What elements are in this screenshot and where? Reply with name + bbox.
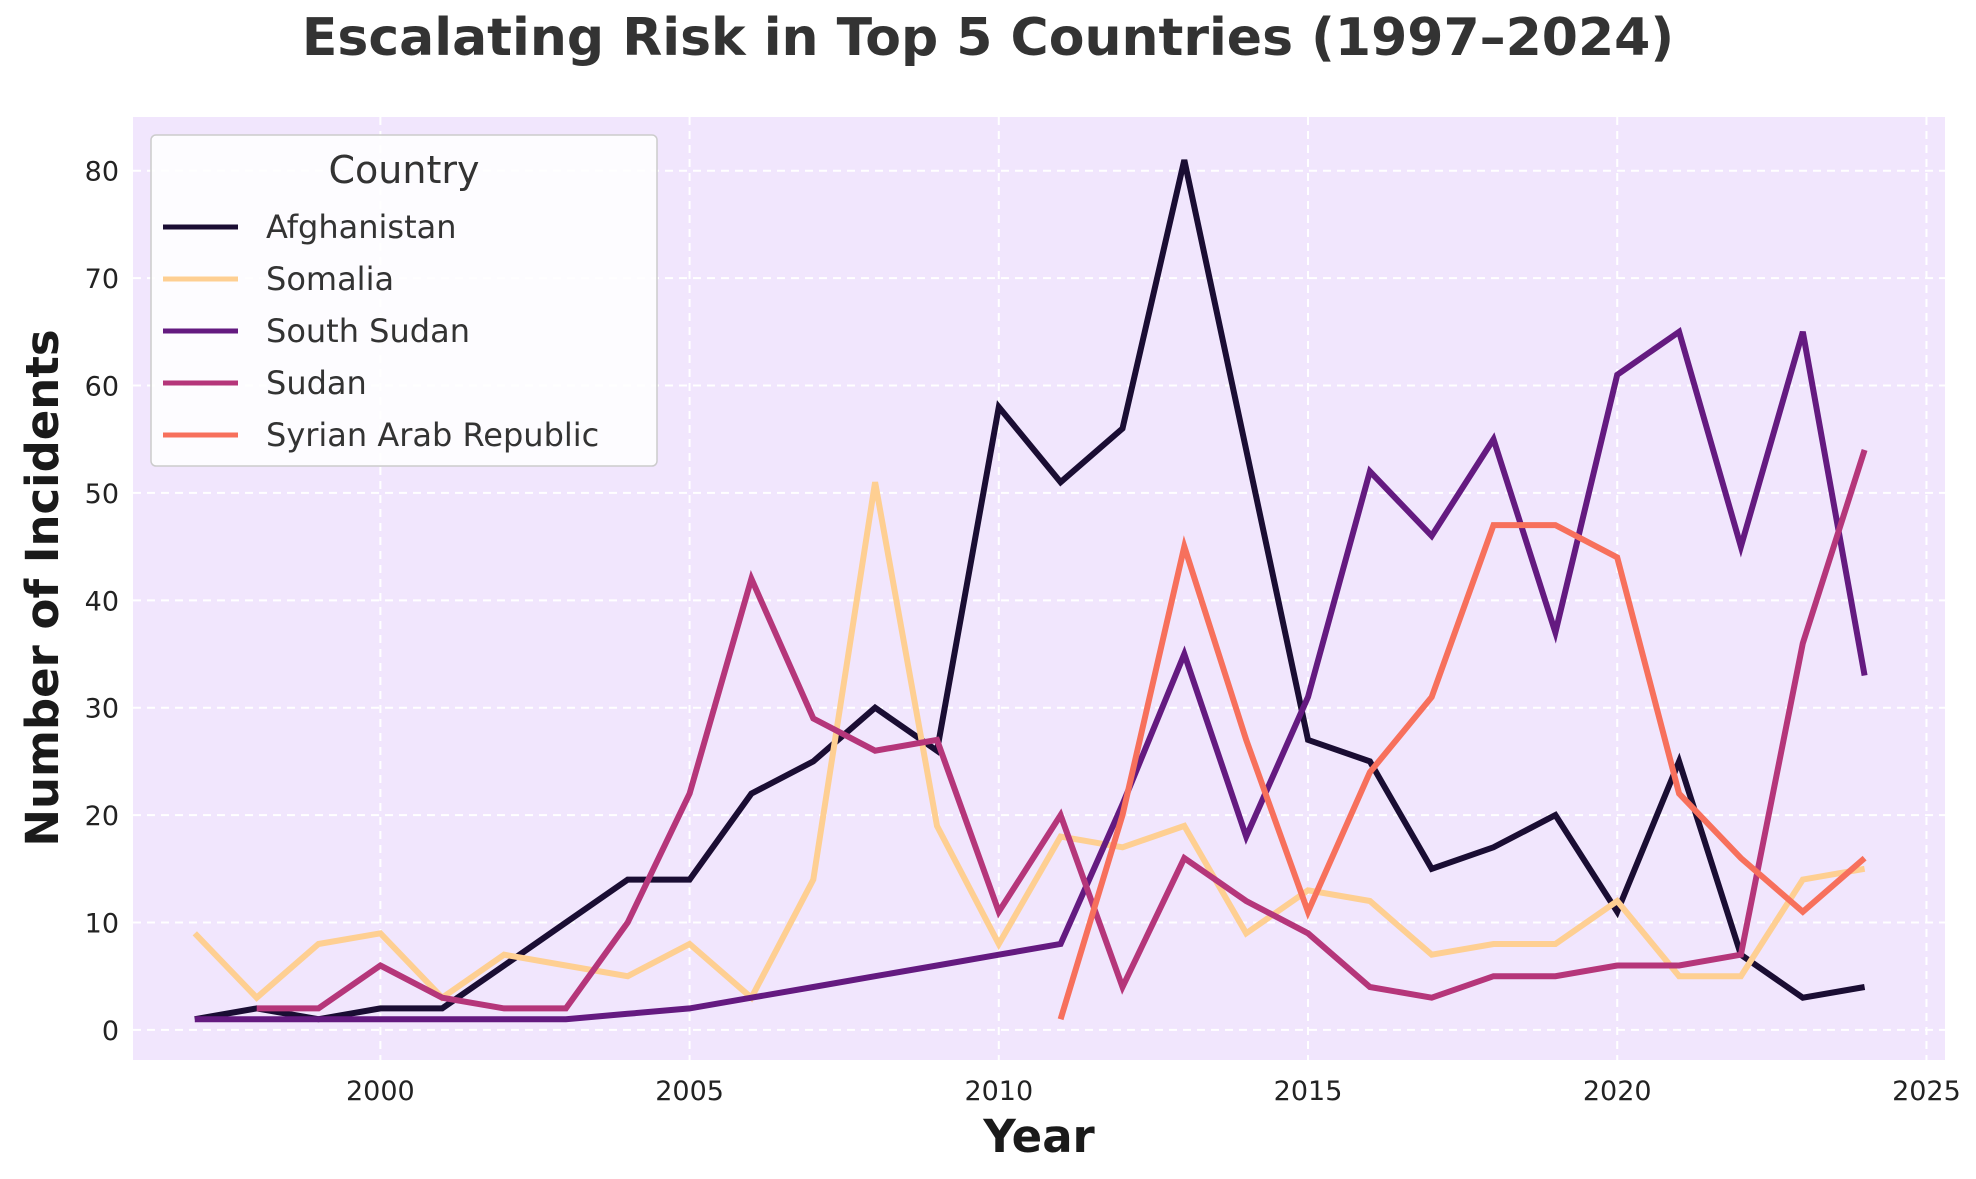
legend-label: South Sudan bbox=[266, 312, 470, 350]
series-line-sudan bbox=[256, 448, 1868, 1012]
x-tick-label: 2010 bbox=[964, 1076, 1033, 1107]
legend-label: Afghanistan bbox=[266, 208, 457, 246]
x-tick-label: 2025 bbox=[1892, 1076, 1961, 1107]
x-axis-title: Year bbox=[982, 1110, 1095, 1163]
y-tick-label: 30 bbox=[85, 694, 119, 725]
y-tick-label: 0 bbox=[102, 1016, 119, 1047]
y-axis-title: Number of Incidents bbox=[16, 329, 69, 846]
y-tick-label: 40 bbox=[85, 586, 119, 617]
series-line-somalia bbox=[192, 481, 1866, 1003]
series-line-south-sudan bbox=[194, 326, 1868, 1023]
legend-label: Sudan bbox=[266, 364, 367, 402]
y-tick-label: 70 bbox=[85, 264, 119, 295]
x-tick-label: 2000 bbox=[346, 1076, 415, 1107]
y-tick-label: 50 bbox=[85, 479, 119, 510]
axis-ticks: 2000 2005 2010 2015 2020 2025 0 10 20 30 40 50 60 70 8… bbox=[85, 157, 1961, 1107]
legend-entries: Afghanistan Somalia South Sudan Sudan Syrian… bbox=[163, 208, 599, 454]
chart-title: Escalating Risk in Top 5 Countries (1997… bbox=[301, 8, 1675, 68]
legend: Country Afghanistan Somalia South Sudan Sud… bbox=[150, 134, 658, 467]
x-tick-label: 2020 bbox=[1583, 1076, 1652, 1107]
legend-title: Country bbox=[329, 148, 480, 192]
legend-label: Somalia bbox=[266, 260, 394, 298]
legend-box bbox=[150, 134, 658, 467]
y-tick-label: 80 bbox=[85, 157, 119, 188]
x-tick-label: 2015 bbox=[1274, 1076, 1343, 1107]
series-line-afghanistan bbox=[194, 159, 1866, 1023]
legend-label: Syrian Arab Republic bbox=[266, 416, 599, 454]
x-tick-label: 2005 bbox=[655, 1076, 724, 1107]
series-line-syrian-arab-republic bbox=[1057, 522, 1867, 1021]
series-lines bbox=[192, 159, 1868, 1023]
y-tick-label: 20 bbox=[85, 801, 119, 832]
y-tick-label: 10 bbox=[85, 909, 119, 940]
y-tick-label: 60 bbox=[85, 372, 119, 403]
